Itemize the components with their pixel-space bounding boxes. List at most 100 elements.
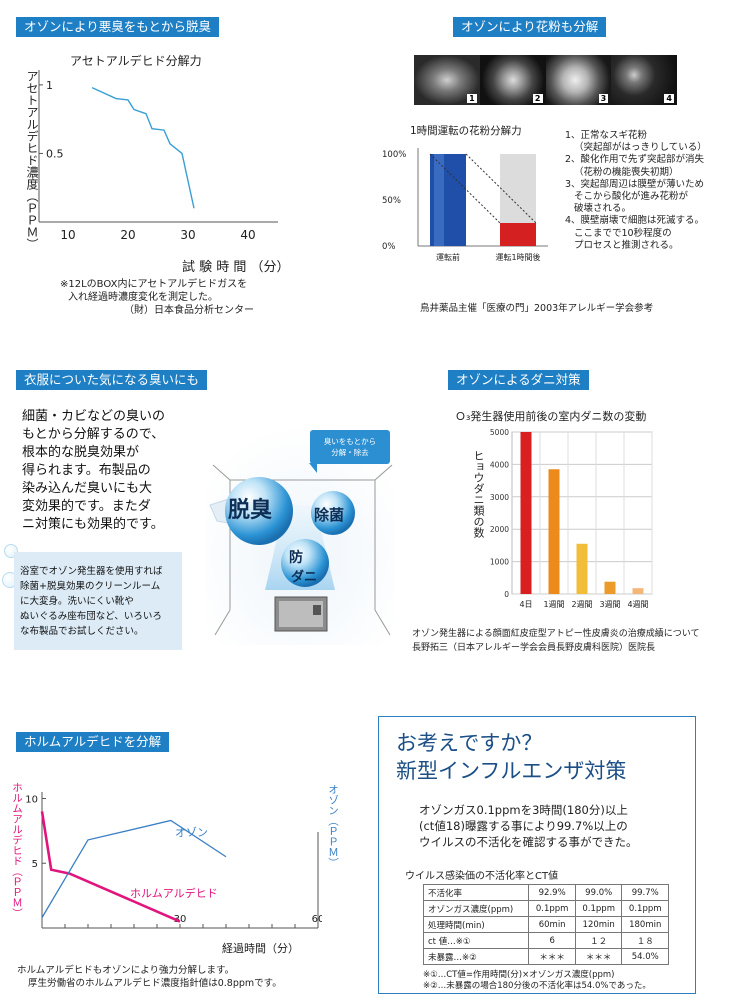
y-tick-label: 0% <box>382 242 396 252</box>
trend-line <box>429 153 501 224</box>
influenza-footnotes: ※①…CT値=作用時間(分)×オゾンガス濃度(ppm) ※②…未暴露の場合180… <box>423 970 651 992</box>
ct-table-cell: 60min <box>528 916 576 933</box>
bathroom-tip-box: 浴室でオゾン発生器を使用すれば 除菌+脱臭効果のクリーンルーム に大変身。洗いに… <box>14 552 182 650</box>
x-category-label: 4日 <box>519 600 532 609</box>
ct-table-row: 未暴露…※② ＊＊＊ ＊＊＊ 54.0% <box>422 948 669 965</box>
pollen-chart: 100% 50% 0% 運転前 運転1時間後 <box>382 148 548 262</box>
desc-line-2: もとから分解するので、 <box>22 427 165 442</box>
x-category-label: 2週間 <box>571 600 592 609</box>
ct-table-cell: 未暴露…※② <box>422 948 530 965</box>
section-header-deodorize: オゾンにより悪臭をもとから脱臭 <box>16 17 220 37</box>
y-tick-label: 4000 <box>490 460 509 469</box>
x-category-label: 3週間 <box>599 600 620 609</box>
bubble-line-2: 分解・除去 <box>331 448 369 457</box>
y-tick-label: 5000 <box>490 428 509 437</box>
pollen-photo-1: 1 <box>414 55 480 105</box>
speech-bubble: 臭いをもとから 分解・除去 <box>310 430 390 464</box>
photo-label-2: 2 <box>532 94 543 103</box>
mite-caption: オゾン発生器による顔面紅皮症型アトピー性皮膚炎の治療成績について 長野拓三（日本… <box>412 627 699 655</box>
pollen-step-1-note: （突起部がはっきりしている） <box>574 142 707 154</box>
ct-table-cell: ＊＊＊ <box>574 948 623 965</box>
bar-before-highlight <box>434 154 444 246</box>
footnote-2: ※②…未暴露の場合180分後の不活化率は54.0%であった。 <box>423 981 651 991</box>
tip-line-1: 浴室でオゾン発生器を使用すれば <box>20 566 163 577</box>
mite-ylabel: ヒョウダニ類の数 <box>466 450 485 538</box>
pollen-step-4: 4、膜壁崩壊で細胞は死滅する。 <box>565 215 705 227</box>
desc-line-4: 得られます。布製品の <box>22 463 151 478</box>
ozone-room-illustration: 臭いをもとから 分解・除去 脱臭 除菌 防 ダニ <box>205 425 395 645</box>
tip-line-5: な布製品でお試しください。 <box>20 626 144 637</box>
section-header-formaldehyde: ホルムアルデヒドを分解 <box>16 732 170 752</box>
ct-table: 不活化率 92.9% 99.0% 99.7% オゾンガス濃度(ppm) 0.1ppm 0.1… <box>422 884 669 965</box>
influenza-box: お考えですか？ 新型インフルエンザ対策 オゾンガス0.1ppmを3時間(180分… <box>378 716 696 994</box>
tip-line-3: に大変身。洗いにくい靴や <box>20 596 134 607</box>
mite-ylabel-text: ヒョウダニ類の数 <box>472 450 485 538</box>
formaldehyde-chart: 10 5 30 60 <box>25 792 322 929</box>
pollen-photo-3: 3 <box>545 55 612 105</box>
y-tick-label: 3000 <box>490 493 509 502</box>
tip-line-4: ぬいぐるみ座布団など、いろいろ <box>20 611 162 622</box>
desc-line-7: ニ対策にも効果的です。 <box>22 517 164 532</box>
x-tick-label: 30 <box>180 228 195 242</box>
pollen-step-1: 1、正常なスギ花粉 <box>565 130 648 141</box>
acetaldehyde-xlabel: 試 験 時 間 （分） <box>182 260 290 275</box>
pollen-step-2-note: （花粉の機能喪失初期） <box>574 166 679 178</box>
y-tick-label: 1 <box>46 79 53 92</box>
x-category-label: 4週間 <box>627 600 648 609</box>
pollen-step-3-line3: 破壊される。 <box>574 203 632 215</box>
desc-line-1: 細菌・カビなどの臭いの <box>22 409 166 424</box>
acetaldehyde-ylabel: アセトアルデヒド濃度（ＰＰＭ） <box>20 70 39 250</box>
note-line-1: ※12LのBOX内にアセトアルデヒドガスを <box>60 279 248 290</box>
bubble-line-1: 臭いをもとから <box>323 437 377 446</box>
y-tick-label: 100% <box>382 150 406 160</box>
influenza-body-2: (ct値18)曝露する事により99.7%以上の <box>419 819 628 833</box>
ct-table-cell: 処理時間(min) <box>422 916 530 933</box>
x-category-label: 運転1時間後 <box>495 252 540 262</box>
ct-table-row: ct 値…※① 6 １２ １８ <box>422 932 669 949</box>
footnote-1: ※①…CT値=作用時間(分)×オゾンガス濃度(ppm) <box>423 970 615 980</box>
mite-bar <box>576 543 588 594</box>
photo-label-4: 4 <box>664 94 674 103</box>
mite-bar <box>548 469 560 594</box>
x-tick-label: 20 <box>120 228 135 242</box>
acetaldehyde-chart-title: アセトアルデヒド分解力 <box>70 54 202 68</box>
ct-table-cell: 0.1ppm <box>528 900 576 917</box>
trend-line <box>465 153 537 224</box>
series-line <box>41 819 227 918</box>
circle-mite-label-2: ダニ <box>291 570 318 585</box>
influenza-body-3: ウイルスの不活化を確認する事ができた。 <box>419 835 638 849</box>
pollen-photo-2: 2 <box>479 55 546 105</box>
influenza-table-title: ウイルス感染価の不活化率とCT値 <box>405 871 559 882</box>
acetaldehyde-line <box>91 86 195 209</box>
pollen-step-2: 2、酸化作用で先ず突起部が消失 <box>565 154 705 166</box>
ct-table-cell: 0.1ppm <box>574 900 623 917</box>
pollen-step-3: 3、突起部周辺は膜壁が薄いため <box>565 178 705 190</box>
formaldehyde-note: ホルムアルデヒドもオゾンにより強力分解します。 厚生労働省のホルムアルデヒド濃度… <box>17 965 282 990</box>
photo-label-3: 3 <box>598 94 609 103</box>
mite-chart: 5000 4000 3000 2000 1000 0 4日 1週間 2週間 3週間 4週間 <box>490 428 653 609</box>
desc-line-5: 染み込んだ臭いにも大 <box>22 481 153 496</box>
y-tick-label: 0.5 <box>46 147 64 160</box>
formaldehyde-xlabel: 経過時間（分） <box>222 942 299 955</box>
ct-table-row: オゾンガス濃度(ppm) 0.1ppm 0.1ppm 0.1ppm <box>422 900 669 917</box>
hcho-note-2: 厚生労働省のホルムアルデヒド濃度指針値は0.8ppmです。 <box>28 977 282 989</box>
section-header-clothes: 衣服についた気になる臭いにも <box>16 370 208 390</box>
formaldehyde-left-label: ホルムアルデヒド（ＰＰＭ） <box>6 782 23 919</box>
ozone-right-label: オゾン（ＰＰＭ） <box>322 784 339 868</box>
mite-bar <box>632 588 644 594</box>
x-category-label: 運転前 <box>436 252 460 262</box>
y-tick-label: 50% <box>382 196 401 206</box>
acetaldehyde-note: ※12LのBOX内にアセトアルデヒドガスを 入れ経過時濃度変化を測定した。 （財… <box>60 278 280 317</box>
x-tick-label: 10 <box>60 228 75 242</box>
y-tick-label: 10 <box>25 794 38 805</box>
note-line-3: （財）日本食品分析センター <box>124 305 254 316</box>
y-tick-label: 2000 <box>490 525 509 534</box>
mite-bar <box>520 432 532 594</box>
circle-deodorize-label: 脱臭 <box>228 498 273 523</box>
ct-table-cell: 6 <box>528 932 576 949</box>
circle-mite-label-1: 防 <box>289 550 303 566</box>
ct-table-cell: オゾンガス濃度(ppm) <box>422 900 530 917</box>
series-line <box>40 811 181 923</box>
x-category-label: 1週間 <box>543 600 564 609</box>
clothes-description: 細菌・カビなどの臭いの もとから分解するので、 根本的な脱臭効果が 得られます。… <box>22 408 197 534</box>
